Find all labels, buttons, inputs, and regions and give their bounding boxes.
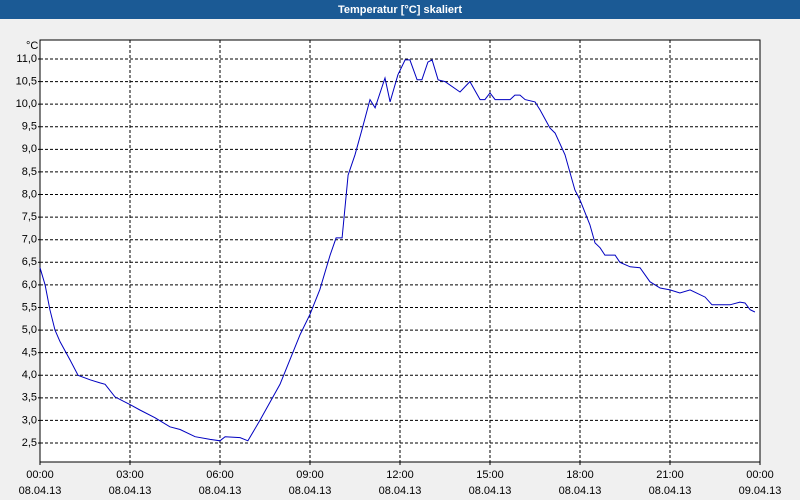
y-tick-label: 7,5 (22, 211, 37, 223)
y-tick-label: 10,5 (16, 75, 37, 87)
x-tick-date: 08.04.13 (289, 485, 332, 497)
y-tick-label: 11,0 (16, 53, 37, 65)
y-tick-label: 4,5 (22, 347, 37, 359)
y-tick-label: 3,0 (22, 414, 37, 426)
x-tick-label: 03:00 (116, 469, 144, 481)
chart-title: Temperatur [°C] skaliert (338, 4, 462, 16)
x-tick-label: 12:00 (386, 469, 414, 481)
y-tick-label: 6,0 (22, 279, 37, 291)
x-tick-date: 08.04.13 (199, 485, 242, 497)
y-axis-label: °C (26, 40, 38, 52)
y-tick-label: 5,0 (22, 324, 37, 336)
y-tick-label: 10,0 (16, 98, 37, 110)
x-tick-label: 21:00 (656, 469, 684, 481)
x-tick-date: 08.04.13 (109, 485, 152, 497)
x-tick-date: 08.04.13 (379, 485, 422, 497)
data-line (39, 59, 756, 442)
y-tick-label: 2,5 (22, 437, 37, 449)
y-tick-label: 7,0 (22, 234, 37, 246)
x-tick-date: 08.04.13 (19, 485, 62, 497)
x-tick-label: 00:00 (26, 469, 54, 481)
x-tick-label: 09:00 (296, 469, 324, 481)
x-tick-date: 08.04.13 (469, 485, 512, 497)
x-tick-label: 00:00 (746, 469, 774, 481)
y-tick-label: 9,0 (22, 143, 37, 155)
x-tick-label: 18:00 (566, 469, 594, 481)
y-tick-label: 3,5 (22, 392, 37, 404)
y-tick-label: 8,0 (22, 188, 37, 200)
y-tick-label: 9,5 (22, 121, 37, 133)
x-tick-date: 08.04.13 (649, 485, 692, 497)
x-tick-label: 06:00 (206, 469, 234, 481)
x-tick-date: 08.04.13 (559, 485, 602, 497)
title-bar (0, 0, 800, 19)
x-tick-label: 15:00 (476, 469, 504, 481)
y-tick-label: 5,5 (22, 301, 37, 313)
y-tick-label: 6,5 (22, 256, 37, 268)
y-tick-label: 8,5 (22, 166, 37, 178)
y-tick-label: 4,0 (22, 369, 37, 381)
plot-border (39, 39, 761, 463)
x-tick-date: 09.04.13 (739, 485, 782, 497)
